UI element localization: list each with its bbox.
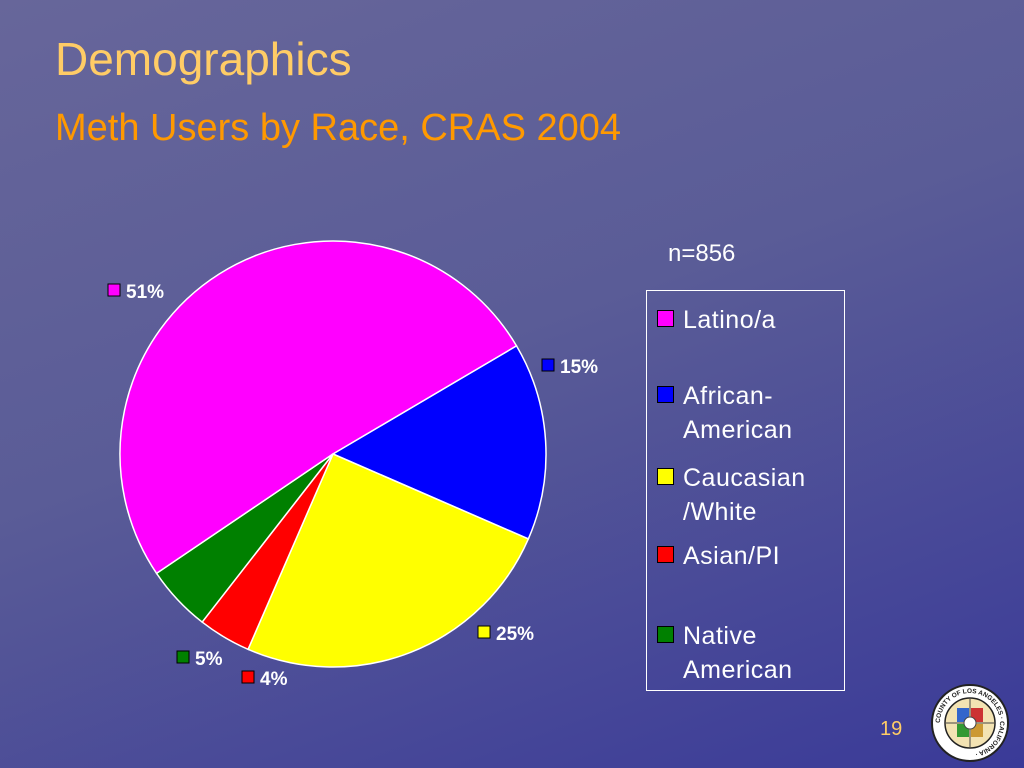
slide-subtitle: Meth Users by Race, CRAS 2004 [55, 107, 622, 149]
data-label: 51% [126, 282, 164, 303]
legend-swatch [657, 546, 674, 563]
data-label-swatch [241, 670, 255, 684]
chart-legend: Latino/a African- American Caucasian/White A… [646, 290, 845, 691]
data-label-swatch [541, 358, 555, 372]
pie-slice-african-american [331, 344, 547, 540]
county-seal-logo: COUNTY OF LOS ANGELES · CALIFORNIA · [931, 684, 1009, 762]
legend-swatch [657, 468, 674, 485]
legend-item-asian-pi: Asian/PI [657, 539, 843, 573]
legend-swatch [657, 626, 674, 643]
pie-labels: 51% 15% 25% 4% 5% [107, 282, 598, 690]
data-label: 15% [560, 357, 598, 378]
legend-item-native-american: Native American [657, 619, 843, 687]
data-label-swatch [176, 650, 190, 664]
legend-swatch [657, 386, 674, 403]
legend-item-african-american: African- American [657, 379, 843, 447]
legend-label: Asian/PI [683, 542, 781, 570]
data-label-swatch [107, 283, 121, 297]
data-label: 5% [195, 649, 223, 670]
legend-item-caucasian-white: Caucasian/White [657, 461, 843, 529]
data-label: 4% [260, 669, 288, 690]
data-label: 25% [496, 624, 534, 645]
legend-label: Native American [683, 622, 793, 684]
pie-slices [119, 240, 547, 668]
legend-label: Latino/a [683, 306, 776, 334]
pie-slice-native-american [155, 453, 334, 624]
data-label-swatch [477, 625, 491, 639]
legend-label: Caucasian/White [683, 464, 806, 526]
slide-title: Demographics [55, 33, 352, 85]
pie-slice-caucasian-white [247, 453, 530, 668]
page-number: 19 [880, 718, 903, 740]
pie-slice-latino-a [119, 240, 518, 575]
legend-swatch [657, 310, 674, 327]
legend-label: African- American [683, 382, 793, 444]
sample-size-note: n=856 [668, 240, 736, 267]
legend-item-latino-a: Latino/a [657, 303, 843, 337]
